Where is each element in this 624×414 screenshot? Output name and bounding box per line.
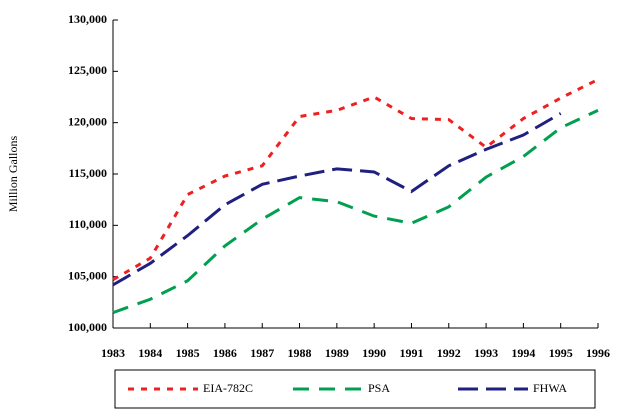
y-tick-label: 130,000 [68, 12, 107, 26]
legend-label: FHWA [533, 381, 567, 395]
y-tick-label: 125,000 [68, 63, 107, 77]
x-tick-label: 1991 [399, 346, 423, 360]
x-tick-label: 1992 [437, 346, 461, 360]
x-tick-label: 1987 [250, 346, 274, 360]
series-line [112, 112, 562, 287]
y-tick-label: 110,000 [69, 217, 107, 231]
x-tick-label: 1993 [474, 346, 498, 360]
x-tick-label: 1994 [511, 346, 535, 360]
y-tick-label: 105,000 [68, 268, 107, 282]
legend-label: EIA-782C [203, 381, 253, 395]
x-tick-label: 1986 [213, 346, 237, 360]
series-line [112, 78, 599, 282]
x-tick-label: 1984 [138, 346, 162, 360]
x-tick-label: 1995 [549, 346, 573, 360]
x-tick-label: 1988 [288, 346, 312, 360]
y-axis-label: Million Gallons [6, 136, 20, 213]
series-line [112, 108, 599, 315]
legend-box [114, 369, 596, 409]
legend-label: PSA [368, 381, 390, 395]
x-tick-label: 1989 [325, 346, 349, 360]
x-tick-label: 1990 [362, 346, 386, 360]
x-tick-label: 1985 [176, 346, 200, 360]
y-tick-label: 115,000 [69, 166, 107, 180]
y-tick-label: 120,000 [68, 114, 107, 128]
y-tick-label: 100,000 [68, 320, 107, 334]
x-tick-label: 1983 [101, 346, 125, 360]
x-tick-label: 1996 [586, 346, 610, 360]
